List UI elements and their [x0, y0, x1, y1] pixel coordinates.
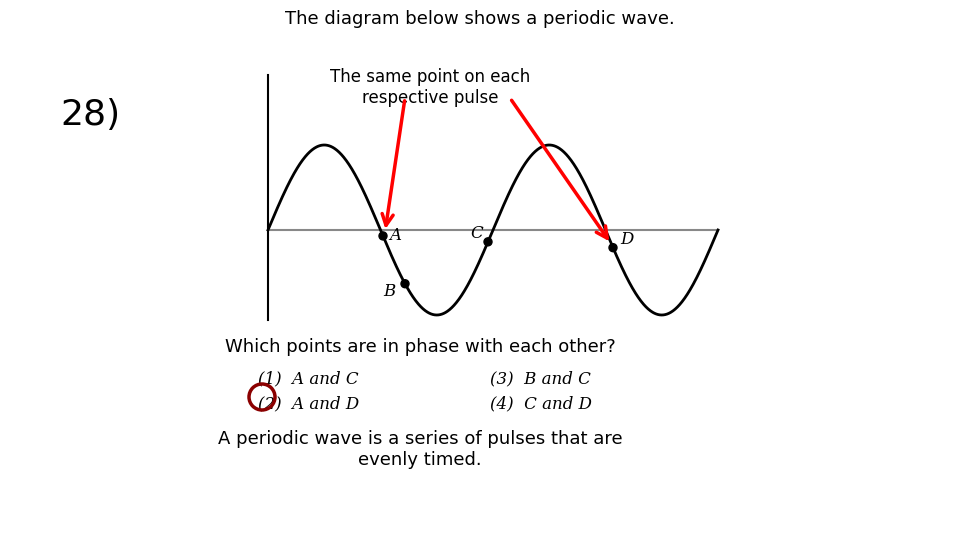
Circle shape [484, 238, 492, 246]
Circle shape [379, 232, 387, 240]
Text: C: C [470, 225, 483, 242]
Circle shape [401, 280, 409, 288]
Text: (3)  B and C: (3) B and C [490, 370, 590, 387]
Text: (1)  A and C: (1) A and C [258, 370, 359, 387]
Text: 28): 28) [60, 98, 120, 132]
Text: A: A [389, 227, 401, 245]
Text: (4)  C and D: (4) C and D [490, 395, 592, 412]
Text: Which points are in phase with each other?: Which points are in phase with each othe… [225, 338, 615, 356]
Text: The diagram below shows a periodic wave.: The diagram below shows a periodic wave. [285, 10, 675, 28]
Text: D: D [620, 231, 634, 248]
Text: A periodic wave is a series of pulses that are
evenly timed.: A periodic wave is a series of pulses th… [218, 430, 622, 469]
Text: (2)  A and D: (2) A and D [258, 395, 359, 412]
Text: The same point on each
respective pulse: The same point on each respective pulse [330, 68, 530, 107]
Text: B: B [383, 283, 396, 300]
Circle shape [609, 244, 617, 252]
